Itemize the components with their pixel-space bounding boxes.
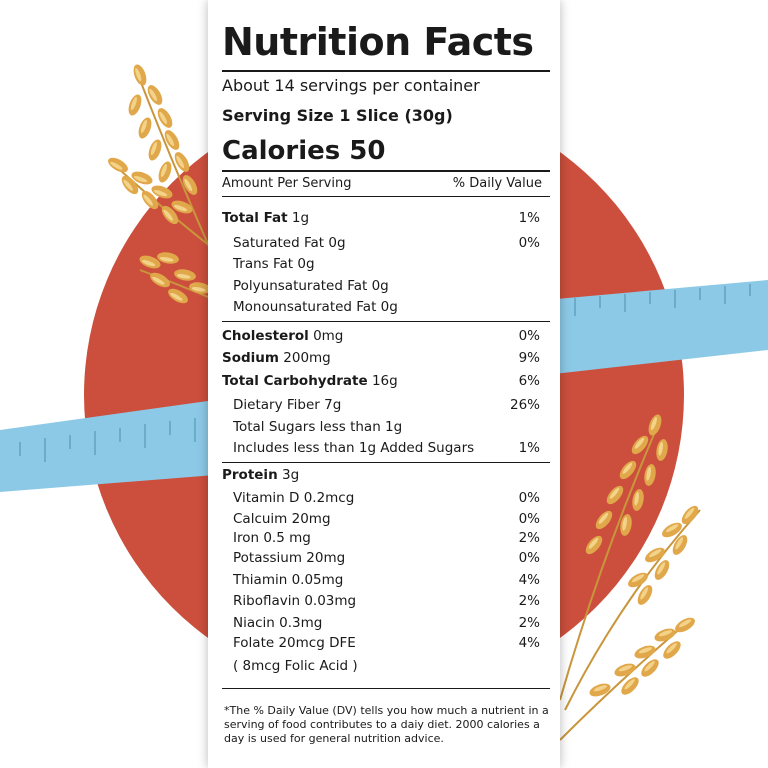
divider — [222, 462, 550, 463]
nutrient-total-fat: Total Fat 1g — [222, 210, 310, 226]
nutrient-vitamin-d: Vitamin D 0.2mcg — [233, 490, 355, 506]
dv-riboflavin: 2% — [518, 593, 540, 609]
nutrient-cholesterol: Cholesterol 0mg — [222, 328, 344, 344]
daily-value-header: % Daily Value — [452, 176, 542, 191]
dv-dietary-fiber: 26% — [509, 397, 540, 413]
divider — [222, 196, 550, 197]
daily-value-footnote: *The % Daily Value (DV) tells you how mu… — [224, 704, 549, 745]
nutrient-calcium: Calcuim 20mg — [233, 511, 331, 527]
nutrient-niacin: Niacin 0.3mg — [233, 615, 323, 631]
calories: Calories 50 — [222, 136, 386, 166]
dv-total-fat: 1% — [518, 210, 540, 226]
divider — [222, 688, 550, 689]
dv-calcium: 0% — [518, 511, 540, 527]
dv-cholesterol: 0% — [518, 328, 540, 344]
nutrient-total-carbohydrate: Total Carbohydrate 16g — [222, 373, 398, 389]
nutrient-thiamin: Thiamin 0.05mg — [233, 572, 344, 588]
dv-saturated-fat: 0% — [518, 235, 540, 251]
nutrient-total-sugars: Total Sugars less than 1g — [233, 419, 403, 435]
nutrient-potassium: Potassium 20mg — [233, 550, 346, 566]
dv-vitamin-d: 0% — [518, 490, 540, 506]
dv-iron: 2% — [518, 530, 540, 546]
nutrient-folic-acid: ( 8mcg Folic Acid ) — [233, 658, 358, 674]
dv-potassium: 0% — [518, 550, 540, 566]
servings-per-container: About 14 servings per container — [222, 76, 480, 95]
dv-sodium: 9% — [518, 350, 540, 366]
measuring-tape-icon — [0, 280, 768, 492]
nutrition-facts-label: Nutrition Facts About 14 servings per co… — [208, 0, 560, 768]
nutrient-added-sugars: Includes less than 1g Added Sugars — [233, 440, 475, 456]
dv-total-carbohydrate: 6% — [518, 373, 540, 389]
amount-per-serving-header: Amount Per Serving — [222, 176, 352, 191]
label-title: Nutrition Facts — [222, 20, 534, 64]
wheat-icon — [559, 412, 702, 741]
nutrient-trans-fat: Trans Fat 0g — [233, 256, 315, 272]
nutrient-protein: Protein 3g — [222, 467, 300, 483]
nutrient-riboflavin: Riboflavin 0.03mg — [233, 593, 357, 609]
dv-thiamin: 4% — [518, 572, 540, 588]
dv-niacin: 2% — [518, 615, 540, 631]
serving-size: Serving Size 1 Slice (30g) — [222, 106, 453, 125]
nutrient-saturated-fat: Saturated Fat 0g — [233, 235, 346, 251]
nutrient-polyunsaturated-fat: Polyunsaturated Fat 0g — [233, 278, 389, 294]
dv-added-sugars: 1% — [518, 440, 540, 456]
dv-folate: 4% — [518, 635, 540, 651]
nutrient-sodium: Sodium 200mg — [222, 350, 331, 366]
nutrient-folate: Folate 20mcg DFE — [233, 635, 356, 651]
nutrient-dietary-fiber: Dietary Fiber 7g — [233, 397, 342, 413]
divider — [222, 70, 550, 72]
nutrient-monounsaturated-fat: Monounsaturated Fat 0g — [233, 299, 398, 315]
nutrient-iron: Iron 0.5 mg — [233, 530, 311, 546]
divider — [222, 170, 550, 172]
divider — [222, 321, 550, 322]
